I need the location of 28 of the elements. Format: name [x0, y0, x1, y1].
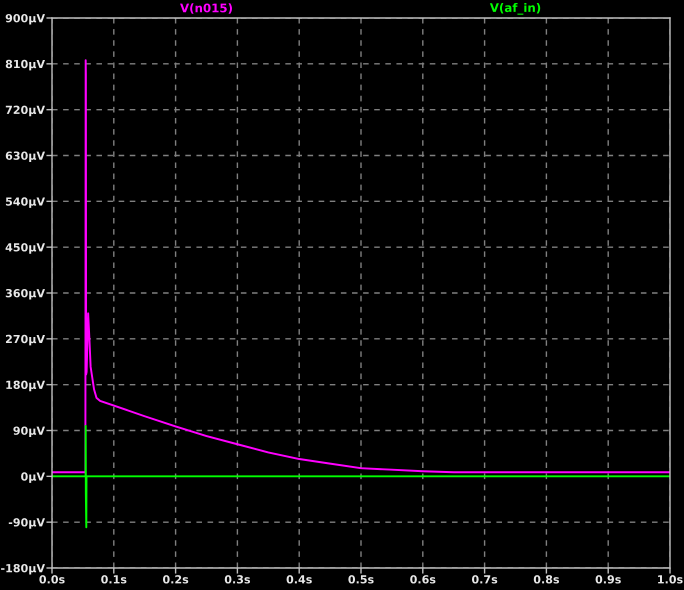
y-tick-label: 540µV	[6, 197, 46, 208]
x-tick-label: 0.8s	[534, 575, 560, 584]
y-tick-label: -90µV	[8, 518, 46, 529]
y-tick-label: 630µV	[6, 151, 46, 162]
x-tick-label: 0.5s	[348, 575, 374, 584]
y-tick-label: 360µV	[6, 288, 46, 300]
x-tick-label: 1.0s	[658, 575, 683, 584]
x-tick-label: 0.4s	[286, 575, 312, 584]
y-tick-label: -180µV	[1, 564, 46, 575]
y-tick-label: 810µV	[6, 60, 46, 70]
x-tick-label: 0.3s	[224, 575, 250, 584]
y-tick-label: 0µV	[21, 472, 46, 483]
y-tick-label: 270µV	[6, 334, 46, 346]
x-tick-label: 0.7s	[472, 575, 498, 584]
x-tick-label: 0.6s	[410, 575, 436, 584]
y-tick-label: 180µV	[6, 380, 46, 392]
x-tick-label: 0.2s	[162, 575, 188, 584]
line-series	[52, 59, 670, 474]
y-tick-label: 90µV	[13, 426, 46, 438]
text: V(af_in)	[490, 2, 540, 15]
y-tick-label: 720µV	[6, 106, 46, 116]
x-tick-label: 0.1s	[101, 575, 126, 584]
x-tick-label: 0.9s	[596, 575, 621, 584]
x-tick-label: 0.0s	[39, 575, 65, 584]
line-series	[52, 424, 670, 528]
y-tick-label: 450µV	[6, 243, 46, 254]
y-tick-label: 900µV	[6, 14, 46, 25]
text: V(n015)	[180, 3, 232, 14]
